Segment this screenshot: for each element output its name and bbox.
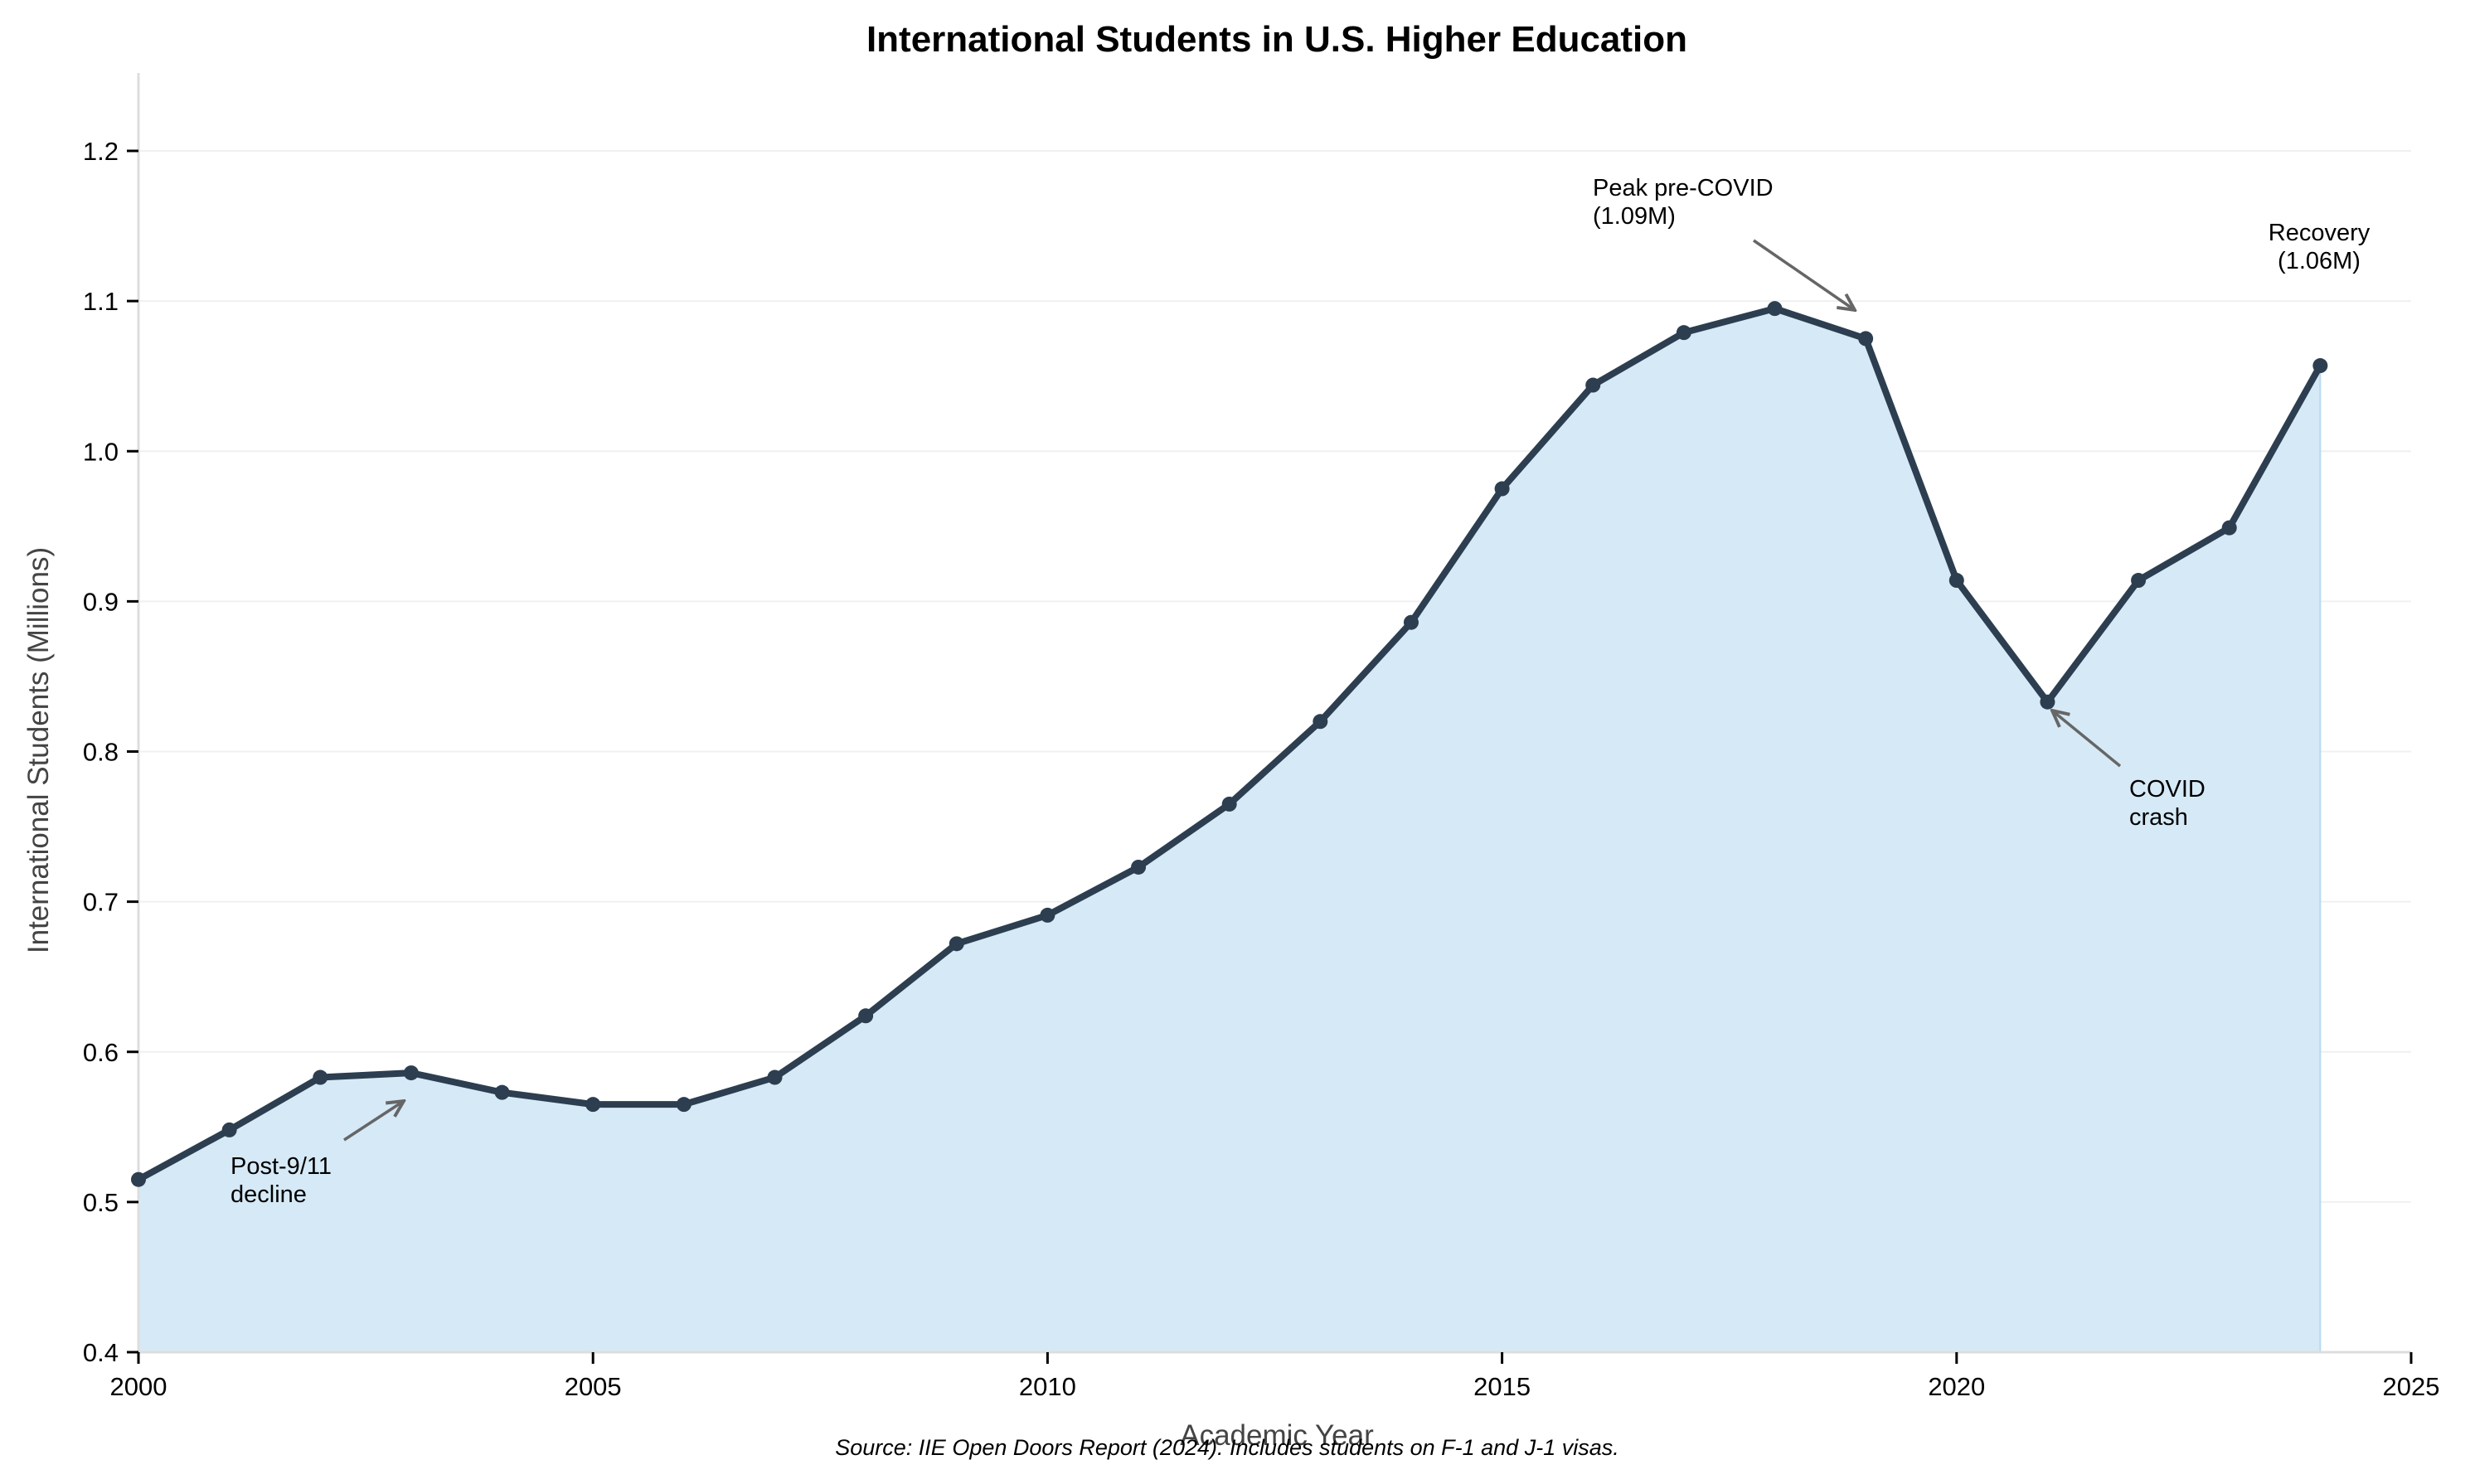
data-point — [676, 1097, 692, 1113]
data-point — [2221, 520, 2237, 536]
data-point — [949, 936, 964, 952]
data-point — [131, 1171, 146, 1187]
data-point — [767, 1069, 783, 1085]
data-point — [2131, 573, 2147, 589]
data-point — [1767, 301, 1783, 317]
y-tick-label: 1.0 — [83, 437, 119, 466]
data-point — [1313, 714, 1328, 730]
data-point — [1676, 325, 1691, 341]
data-points — [131, 301, 2328, 1187]
data-point — [1948, 573, 1964, 589]
y-axis-ticks: 0.4 0.5 0.6 0.7 0.8 0.9 1.0 1.1 1.2 — [83, 137, 138, 1367]
axes-spines — [137, 73, 2411, 1354]
x-tick-label: 2000 — [110, 1372, 167, 1401]
data-point — [2040, 694, 2055, 710]
data-point — [1585, 377, 1601, 393]
y-tick-label: 0.6 — [83, 1038, 119, 1067]
data-point — [585, 1097, 601, 1113]
data-point — [858, 1008, 874, 1024]
x-tick-label: 2010 — [1019, 1372, 1076, 1401]
y-tick-label: 1.1 — [83, 287, 119, 316]
area-fill — [138, 308, 2322, 1353]
y-tick-label: 0.5 — [83, 1188, 119, 1217]
data-point — [221, 1122, 237, 1137]
y-axis-label: International Students (Millions) — [22, 547, 55, 953]
data-point — [1494, 481, 1510, 497]
x-axis-label: Academic Year — [1180, 1419, 1374, 1452]
chart-title: International Students in U.S. Higher Ed… — [866, 19, 1687, 60]
y-tick-label: 0.9 — [83, 587, 119, 616]
data-point — [403, 1065, 419, 1081]
y-tick-label: 1.2 — [83, 137, 119, 166]
annotation-post-911: Post-9/11 decline — [231, 1153, 332, 1208]
annotations: Post-9/11 decline Peak pre-COVID (1.09M) COV… — [231, 175, 2371, 1208]
annotation-covid-crash: COVID crash — [2129, 776, 2206, 831]
y-tick-label: 0.4 — [83, 1338, 119, 1367]
annotation-recovery: Recovery (1.06M) — [2269, 220, 2371, 274]
data-point — [494, 1084, 510, 1100]
data-point — [313, 1069, 328, 1085]
y-tick-label: 0.8 — [83, 738, 119, 767]
x-axis-ticks: 2000 2005 2010 2015 2020 2025 — [110, 1352, 2440, 1401]
data-point — [1221, 796, 1237, 812]
y-tick-label: 0.7 — [83, 888, 119, 917]
x-tick-label: 2020 — [1928, 1372, 1985, 1401]
data-point — [1858, 331, 1874, 347]
data-point — [2312, 358, 2328, 374]
x-tick-label: 2015 — [1473, 1372, 1531, 1401]
source-note: Source: IIE Open Doors Report (2024). In… — [835, 1435, 1618, 1460]
x-tick-label: 2005 — [565, 1372, 622, 1401]
data-point — [1040, 907, 1055, 923]
data-point — [1131, 859, 1147, 875]
data-point — [1403, 614, 1419, 630]
annotation-peak-pre-covid: Peak pre-COVID (1.09M) — [1593, 175, 1774, 230]
x-tick-label: 2025 — [2383, 1372, 2440, 1401]
